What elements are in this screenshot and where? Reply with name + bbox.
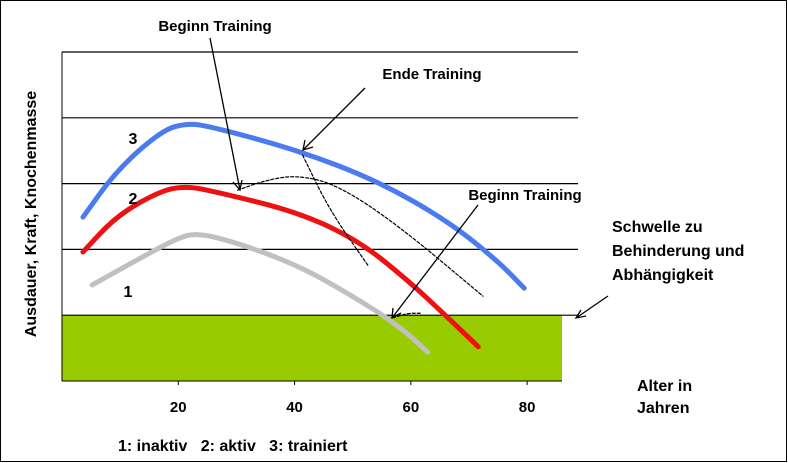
- annotation: Ende Training: [382, 66, 481, 83]
- x-tick-label: 60: [402, 399, 419, 416]
- arrow: [391, 204, 479, 319]
- arrow-head: [302, 139, 314, 151]
- annotation: Beginn Training: [158, 18, 271, 35]
- curve: [89, 232, 431, 355]
- series-label: 2: [129, 191, 138, 208]
- y-axis-label: Ausdauer, Kraft, Knochenmasse: [23, 91, 40, 337]
- arrow-head: [232, 179, 243, 192]
- x-tick-label: 40: [286, 399, 303, 416]
- threshold-label: Behinderung und: [612, 243, 744, 260]
- arrow: [209, 37, 241, 191]
- x-axis-label: Alter in: [637, 378, 692, 395]
- dashed-curve: [236, 176, 484, 297]
- arrow: [575, 295, 609, 319]
- curve: [80, 184, 481, 350]
- curve: [80, 121, 527, 291]
- arrow: [302, 87, 366, 151]
- series-label: 3: [129, 131, 138, 148]
- legend: 1: inaktiv 2: aktiv 3: trainiert: [118, 438, 348, 455]
- dashed-curve: [302, 154, 369, 266]
- x-axis-label: Jahren: [637, 400, 689, 417]
- series-label: 1: [124, 284, 133, 301]
- annotation: Beginn Training: [468, 187, 581, 204]
- x-tick-label: 20: [170, 399, 187, 416]
- threshold-label: Schwelle zu: [612, 219, 703, 236]
- annotation-arrows: [209, 37, 609, 320]
- arrow-head: [574, 309, 587, 319]
- threshold-label: Abhängigkeit: [612, 267, 714, 284]
- arrow-head: [391, 307, 402, 320]
- x-tick-label: 80: [519, 399, 536, 416]
- threshold-zone: [62, 315, 562, 381]
